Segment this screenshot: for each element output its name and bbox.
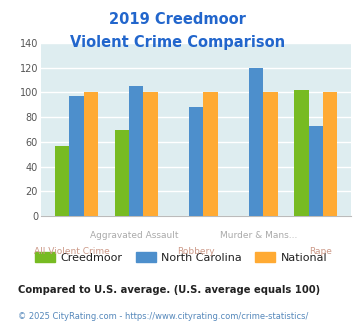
Bar <box>263 92 278 216</box>
Bar <box>55 146 69 216</box>
Text: All Violent Crime: All Violent Crime <box>34 248 110 256</box>
Bar <box>323 92 337 216</box>
Legend: Creedmoor, North Carolina, National: Creedmoor, North Carolina, National <box>30 248 332 267</box>
Bar <box>143 92 158 216</box>
Bar <box>294 90 308 216</box>
Bar <box>189 107 203 216</box>
Bar <box>308 126 323 216</box>
Bar <box>115 129 129 216</box>
Bar <box>203 92 218 216</box>
Text: 2019 Creedmoor: 2019 Creedmoor <box>109 12 246 26</box>
Text: Murder & Mans...: Murder & Mans... <box>220 231 297 240</box>
Bar <box>84 92 98 216</box>
Text: Rape: Rape <box>309 248 332 256</box>
Text: Violent Crime Comparison: Violent Crime Comparison <box>70 35 285 50</box>
Bar <box>69 96 84 216</box>
Text: Compared to U.S. average. (U.S. average equals 100): Compared to U.S. average. (U.S. average … <box>18 285 320 295</box>
Text: Robbery: Robbery <box>178 248 215 256</box>
Text: Aggravated Assault: Aggravated Assault <box>90 231 178 240</box>
Bar <box>249 68 263 216</box>
Bar <box>129 86 143 216</box>
Text: © 2025 CityRating.com - https://www.cityrating.com/crime-statistics/: © 2025 CityRating.com - https://www.city… <box>18 312 308 321</box>
